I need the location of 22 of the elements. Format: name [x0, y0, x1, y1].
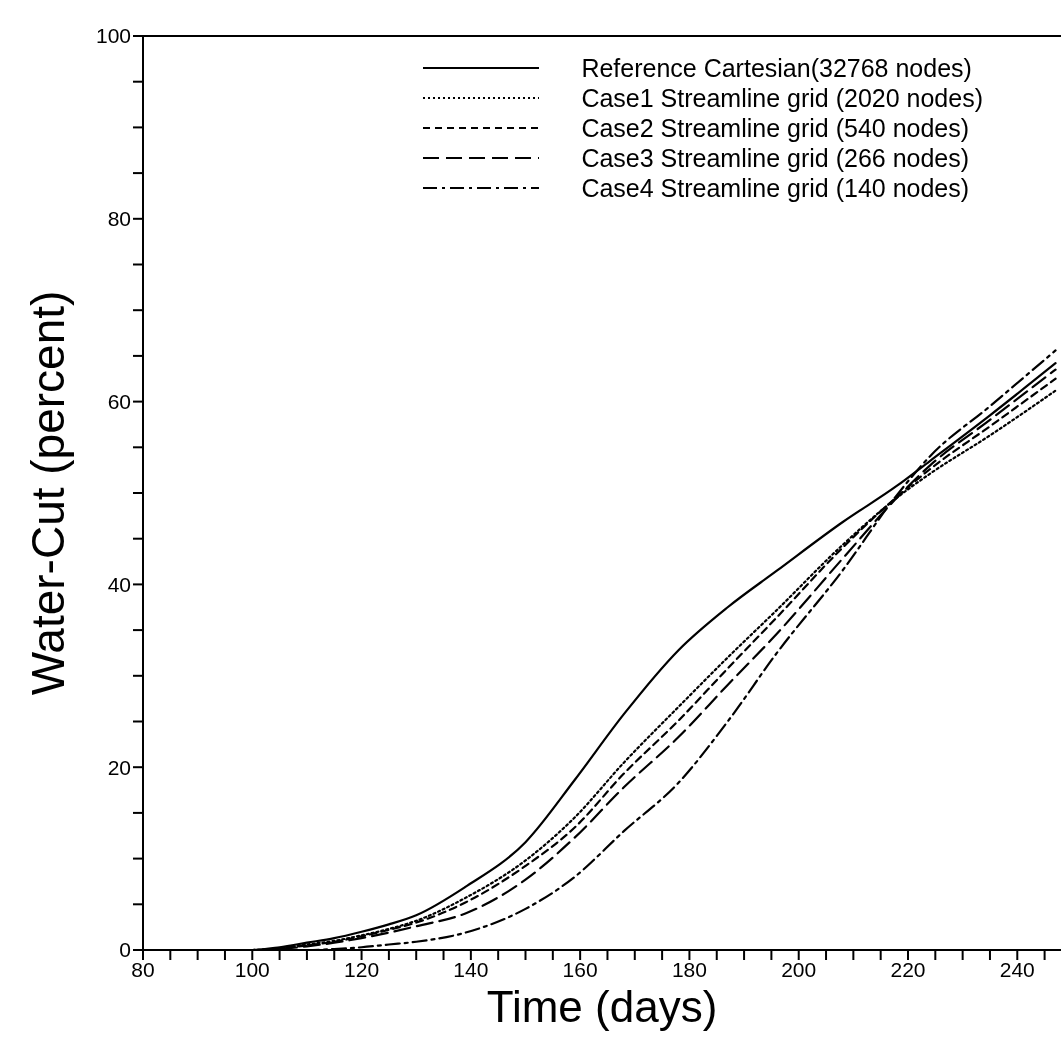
legend-label: Case3 Streamline grid (266 nodes) — [581, 143, 970, 173]
x-tick-label: 120 — [344, 957, 380, 981]
y-axis-title: Water-Cut (percent) — [22, 290, 75, 696]
y-tick-label: 20 — [107, 755, 131, 779]
y-tick-label: 100 — [95, 24, 131, 48]
x-tick-label: 220 — [890, 957, 926, 981]
legend-label: Reference Cartesian(32768 nodes) — [581, 53, 972, 83]
legend-label: Case2 Streamline grid (540 nodes) — [581, 113, 970, 143]
x-tick-label: 100 — [234, 957, 270, 981]
legend-label: Case1 Streamline grid (2020 nodes) — [581, 83, 983, 113]
x-tick-label: 200 — [781, 957, 817, 981]
y-tick-label: 80 — [107, 207, 131, 231]
legend-label: Case4 Streamline grid (140 nodes) — [581, 173, 970, 203]
y-tick-label: 0 — [119, 938, 131, 962]
x-tick-label: 180 — [671, 957, 707, 981]
x-axis-title: Time (days) — [486, 982, 718, 1031]
y-tick-label: 40 — [107, 572, 131, 596]
x-tick-label: 160 — [562, 957, 598, 981]
x-tick-label: 140 — [453, 957, 489, 981]
y-tick-label: 60 — [107, 390, 131, 414]
x-tick-label: 80 — [131, 957, 155, 981]
x-tick-label: 240 — [999, 957, 1035, 981]
